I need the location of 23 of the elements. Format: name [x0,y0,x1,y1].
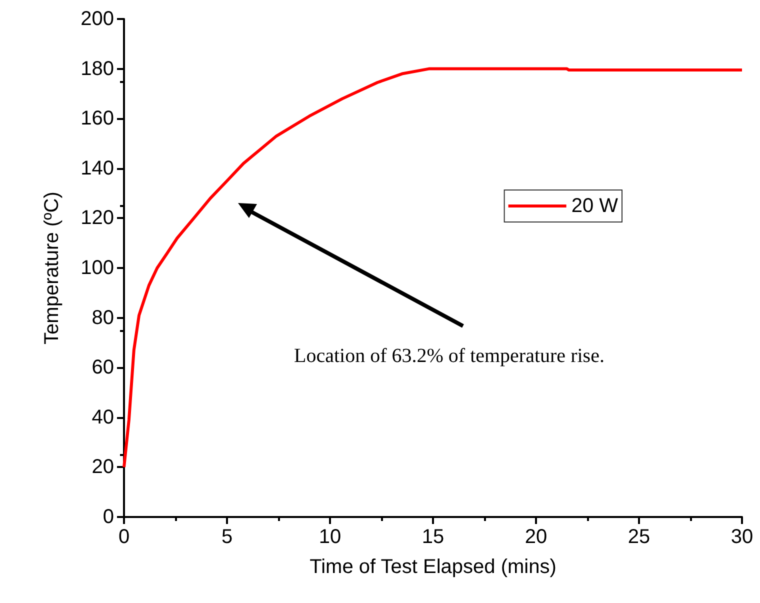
y-tick-label: 20 [92,456,114,478]
line-series [122,67,744,469]
y-tick-label: 40 [92,406,114,428]
x-tick-label: 5 [221,526,233,548]
x-tick-label: 20 [524,526,548,548]
x-tick-label: 10 [318,526,342,548]
y-tick-label: 200 [80,8,114,30]
y-tick-label: 140 [80,157,114,180]
y-tick-label: 80 [92,306,114,329]
y-tick-label: 100 [80,257,114,279]
x-tick-label: 30 [730,526,754,548]
annotation: Location of 63.2% of temperature rise. [294,345,604,367]
y-tick-label: 120 [80,207,114,230]
x-tick-label: 15 [422,526,444,548]
x-tick-label: 0 [118,526,130,548]
legend-label: 20 W [571,195,618,217]
y-tick-label: 0 [102,506,114,528]
y-tick-label: 60 [92,356,114,379]
x-axis-title: Time of Test Elapsed (mins) [310,556,556,578]
x-tick-label: 25 [628,526,650,548]
y-axis-title: Temperature (ºC) [41,192,63,344]
y-tick-label: 160 [80,108,114,130]
y-tick-label: 180 [80,58,114,80]
